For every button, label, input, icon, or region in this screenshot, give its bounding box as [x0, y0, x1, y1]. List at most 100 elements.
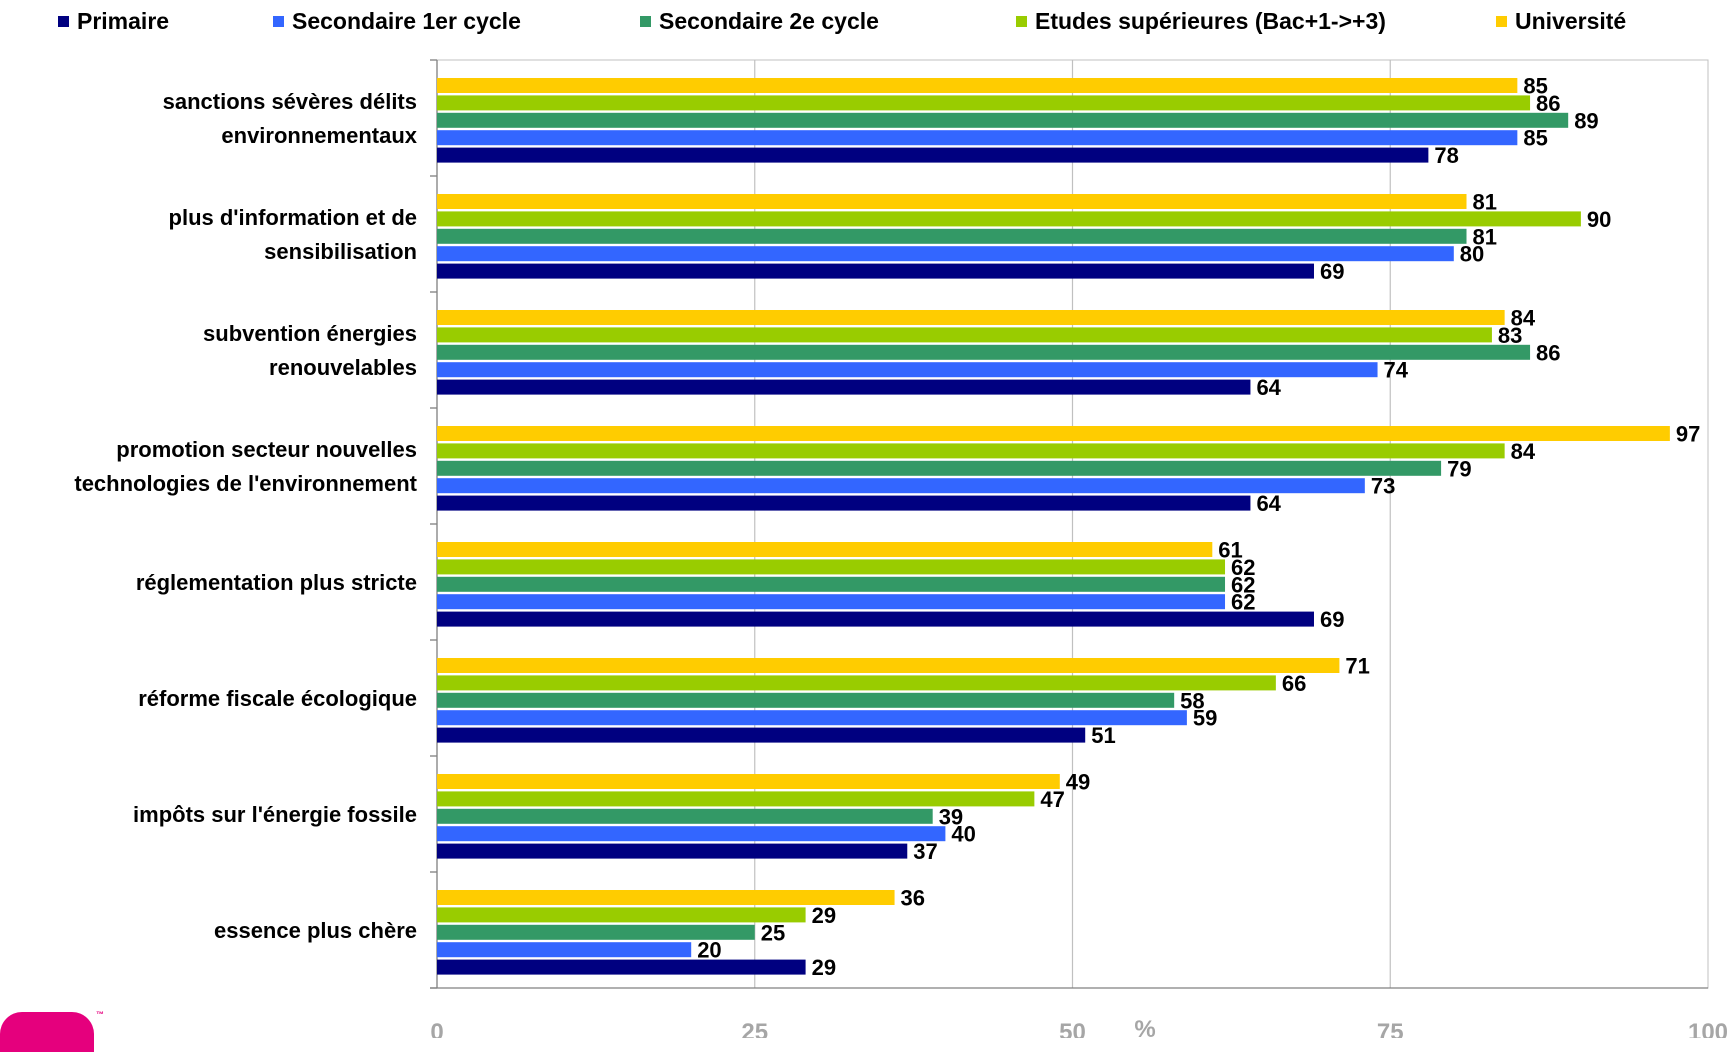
bar [437, 542, 1213, 557]
data-label: 39 [939, 804, 963, 829]
bar [437, 594, 1226, 610]
chart-legend: Primaire Secondaire 1er cycle Secondaire 2… [58, 6, 1718, 36]
data-label: 58 [1180, 688, 1204, 713]
category-label: environnementaux [221, 123, 417, 148]
legend-item: Etudes supérieures (Bac+1->+3) [1016, 6, 1386, 36]
data-label: 86 [1536, 340, 1560, 365]
category-label: promotion secteur nouvelles [116, 437, 417, 462]
data-label: 84 [1511, 306, 1536, 331]
legend-item: Primaire [58, 6, 169, 36]
data-label: 64 [1256, 375, 1281, 400]
x-axis-label: % [1134, 1016, 1155, 1038]
bar [437, 791, 1035, 807]
data-label: 97 [1676, 422, 1700, 447]
bar [437, 907, 806, 923]
bar [437, 774, 1060, 789]
data-label: 84 [1511, 439, 1536, 464]
category-label: sanctions sévères délits [163, 89, 417, 114]
bar [437, 727, 1086, 743]
bar [437, 362, 1378, 378]
bar [437, 890, 895, 905]
x-tick-label: 25 [741, 1019, 768, 1038]
bar [437, 675, 1276, 691]
legend-swatch [58, 15, 69, 27]
data-label: 81 [1473, 224, 1497, 249]
bar [437, 263, 1314, 279]
trademark-mark: ™ [96, 1010, 104, 1019]
bar [437, 495, 1251, 511]
data-label: 20 [697, 938, 721, 963]
data-label: 62 [1231, 590, 1255, 615]
data-label: 37 [913, 839, 937, 864]
data-label: 81 [1473, 190, 1497, 215]
data-label: 71 [1345, 654, 1369, 679]
category-label: essence plus chère [214, 918, 417, 943]
data-label: 85 [1523, 74, 1547, 99]
data-label: 85 [1523, 126, 1547, 151]
legend-label: Secondaire 2e cycle [659, 7, 879, 34]
legend-swatch [640, 15, 651, 27]
data-label: 66 [1282, 671, 1306, 696]
bar [437, 327, 1492, 343]
brand-logo [0, 1012, 94, 1052]
data-label: 73 [1371, 474, 1395, 499]
bar [437, 95, 1531, 111]
bar [437, 460, 1442, 476]
data-label: 49 [1066, 770, 1090, 795]
data-label: 80 [1460, 242, 1484, 267]
bar [437, 826, 946, 842]
legend-label: Etudes supérieures (Bac+1->+3) [1035, 7, 1386, 34]
data-label: 64 [1256, 491, 1281, 516]
data-label: 47 [1040, 787, 1064, 812]
data-label: 69 [1320, 259, 1344, 284]
bar [437, 246, 1454, 262]
x-tick-label: 0 [430, 1019, 443, 1038]
bar [437, 959, 806, 975]
category-label: technologies de l'environnement [74, 471, 417, 496]
category-label: sensibilisation [264, 239, 417, 264]
data-label: 36 [901, 886, 925, 911]
bar [437, 194, 1467, 209]
bar [437, 147, 1429, 163]
bar [437, 211, 1581, 227]
legend-swatch [273, 15, 284, 27]
data-label: 62 [1231, 572, 1255, 597]
legend-label: Primaire [77, 7, 170, 34]
category-label: plus d'information et de [169, 205, 417, 230]
x-tick-label: 75 [1377, 1019, 1404, 1038]
category-label: renouvelables [269, 355, 417, 380]
bar [437, 379, 1251, 395]
bar [437, 559, 1226, 575]
category-label: subvention énergies [203, 321, 417, 346]
data-label: 74 [1384, 358, 1409, 383]
legend-label: Université [1515, 7, 1627, 34]
data-label: 90 [1587, 207, 1611, 232]
bar [437, 843, 908, 859]
data-label: 86 [1536, 91, 1560, 116]
bar [437, 576, 1226, 592]
data-label: 59 [1193, 706, 1217, 731]
data-label: 79 [1447, 456, 1471, 481]
legend-swatch [1496, 15, 1507, 27]
bar [437, 808, 933, 824]
category-label: impôts sur l'énergie fossile [133, 802, 417, 827]
data-label: 83 [1498, 323, 1522, 348]
bar [437, 692, 1175, 708]
bar [437, 443, 1505, 459]
bar [437, 658, 1340, 673]
data-label: 40 [951, 822, 975, 847]
data-label: 29 [812, 955, 836, 980]
bar [437, 942, 692, 958]
category-label: réforme fiscale écologique [138, 686, 417, 711]
legend-item: Secondaire 2e cycle [640, 6, 879, 36]
data-label: 51 [1091, 723, 1115, 748]
data-label: 69 [1320, 607, 1344, 632]
bar [437, 228, 1467, 244]
bar [437, 611, 1314, 627]
data-label: 78 [1434, 143, 1458, 168]
bar [437, 78, 1518, 93]
legend-item: Université [1496, 6, 1626, 36]
data-label: 62 [1231, 555, 1255, 580]
bar [437, 426, 1670, 441]
